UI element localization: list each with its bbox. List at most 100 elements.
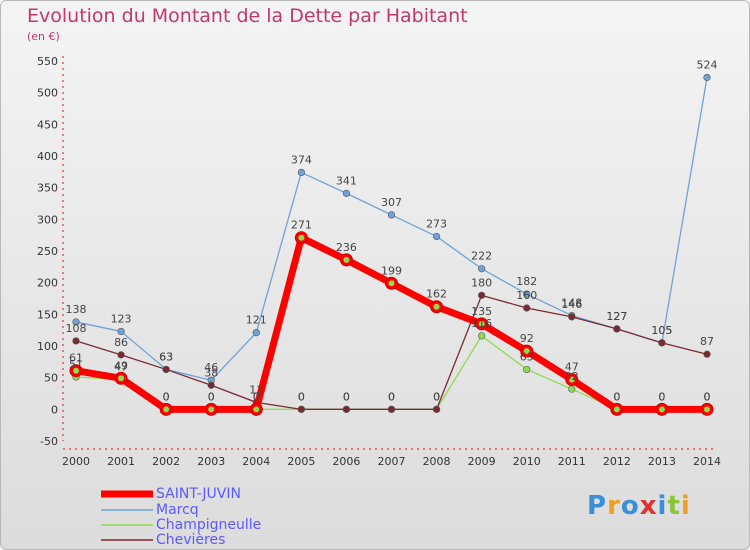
data-point-inner-saint-juvin <box>298 234 305 241</box>
data-label-chevi-res: 108 <box>66 322 87 335</box>
data-label-saint-juvin: 61 <box>69 352 83 365</box>
data-label-marcq: 182 <box>516 275 537 288</box>
data-label-champigneulle: 47 <box>114 361 128 374</box>
data-label-champigneulle: 0 <box>253 390 260 403</box>
y-tick-label: 500 <box>37 87 58 100</box>
data-point-chevi-res <box>478 291 486 299</box>
x-tick-label: 2011 <box>558 455 586 468</box>
y-tick-label: 550 <box>37 55 58 68</box>
data-point-champigneulle <box>478 332 486 340</box>
data-point-marcq <box>297 168 305 177</box>
data-point-inner-saint-juvin <box>658 406 665 413</box>
data-label-marcq: 307 <box>381 196 402 209</box>
data-label-saint-juvin: 47 <box>565 361 579 374</box>
data-label-chevi-res: 87 <box>700 335 714 348</box>
data-point-marcq <box>387 211 396 219</box>
chart-unit-label: (en €) <box>27 30 60 43</box>
data-label-marcq: 524 <box>697 58 718 71</box>
data-point-marcq <box>72 318 80 326</box>
data-point-inner-saint-juvin <box>73 367 79 374</box>
data-label-saint-juvin: 162 <box>426 288 447 301</box>
y-tick-label: 350 <box>37 182 58 195</box>
data-point-inner-saint-juvin <box>613 406 620 413</box>
data-label-champigneulle: 116 <box>471 317 492 330</box>
data-point-chevi-res <box>162 365 170 374</box>
data-point-champigneulle <box>523 365 531 374</box>
data-point-chevi-res <box>207 381 215 389</box>
data-point-marcq <box>523 290 531 298</box>
x-tick-label: 2008 <box>423 455 451 468</box>
data-point-chevi-res <box>432 405 441 413</box>
data-label-marcq: 46 <box>204 361 218 374</box>
data-label-champigneulle: 0 <box>343 390 350 403</box>
x-tick-label: 2003 <box>197 455 225 468</box>
data-label-champigneulle: 63 <box>520 350 534 363</box>
x-tick-label: 2004 <box>242 455 270 468</box>
data-point-chevi-res <box>613 325 621 333</box>
data-label-chevi-res: 146 <box>561 298 582 311</box>
data-point-chevi-res <box>297 405 305 413</box>
data-label-saint-juvin: 236 <box>336 241 357 254</box>
data-label-saint-juvin: 0 <box>704 390 711 403</box>
data-point-marcq <box>342 189 351 197</box>
x-tick-label: 2000 <box>62 455 90 468</box>
legend-label-marcq: Marcq <box>156 502 199 518</box>
data-point-marcq <box>252 329 260 337</box>
x-tick-label: 2012 <box>603 455 631 468</box>
data-point-marcq <box>432 232 441 241</box>
data-point-inner-saint-juvin <box>388 280 395 287</box>
x-tick-label: 2009 <box>468 455 496 468</box>
data-point-inner-saint-juvin <box>163 406 170 413</box>
data-label-saint-juvin: 271 <box>291 219 312 232</box>
data-point-chevi-res <box>72 337 80 345</box>
x-tick-label: 2005 <box>287 455 315 468</box>
data-label-chevi-res: 86 <box>114 336 128 349</box>
data-point-chevi-res <box>658 339 666 347</box>
data-point-marcq <box>117 327 125 336</box>
data-point-chevi-res <box>387 405 396 413</box>
legend-label-champigneulle: Champigneulle <box>156 517 262 533</box>
y-tick-label: 150 <box>37 308 58 321</box>
data-label-saint-juvin: 0 <box>163 390 170 403</box>
x-tick-label: 2013 <box>648 455 676 468</box>
data-point-inner-saint-juvin <box>704 406 710 413</box>
y-tick-label: 400 <box>37 150 58 163</box>
data-point-inner-saint-juvin <box>343 256 350 263</box>
legend-label-saint-juvin: SAINT-JUVIN <box>156 486 241 502</box>
x-tick-label: 2006 <box>332 455 360 468</box>
data-point-chevi-res <box>342 405 351 413</box>
data-label-saint-juvin: 199 <box>381 264 402 277</box>
data-label-marcq: 148 <box>561 297 582 310</box>
data-point-inner-saint-juvin <box>568 376 575 383</box>
y-tick-label: 300 <box>37 213 58 226</box>
data-label-marcq: 138 <box>66 303 87 316</box>
data-point-marcq <box>478 265 486 273</box>
series-line-marcq <box>75 77 708 381</box>
x-tick-label: 2001 <box>107 455 135 468</box>
data-point-inner-saint-juvin <box>118 375 125 382</box>
data-label-marcq: 63 <box>159 350 173 363</box>
data-point-inner-saint-juvin <box>478 320 485 327</box>
data-label-chevi-res: 63 <box>159 350 173 363</box>
data-label-champigneulle: 0 <box>388 390 395 403</box>
y-tick-label: 0 <box>51 403 58 416</box>
data-point-chevi-res <box>568 313 576 321</box>
data-label-chevi-res: 160 <box>516 289 537 302</box>
data-label-champigneulle: 32 <box>565 370 579 383</box>
data-label-saint-juvin: 135 <box>471 305 492 318</box>
data-label-marcq: 127 <box>606 310 627 323</box>
data-point-chevi-res <box>523 304 531 312</box>
data-label-marcq: 123 <box>111 312 132 325</box>
legend-label-chevieres: Chevières <box>156 532 226 548</box>
data-label-champigneulle: 0 <box>704 390 711 403</box>
data-label-marcq: 105 <box>651 324 672 337</box>
data-label-saint-juvin: 0 <box>613 390 620 403</box>
data-label-chevi-res: 105 <box>651 324 672 337</box>
x-tick-label: 2002 <box>152 455 180 468</box>
data-label-marcq: 273 <box>426 217 447 230</box>
data-label-marcq: 121 <box>246 314 267 327</box>
data-label-chevi-res: 0 <box>343 390 350 403</box>
data-point-inner-saint-juvin <box>523 348 530 355</box>
data-label-saint-juvin: 49 <box>114 359 128 372</box>
